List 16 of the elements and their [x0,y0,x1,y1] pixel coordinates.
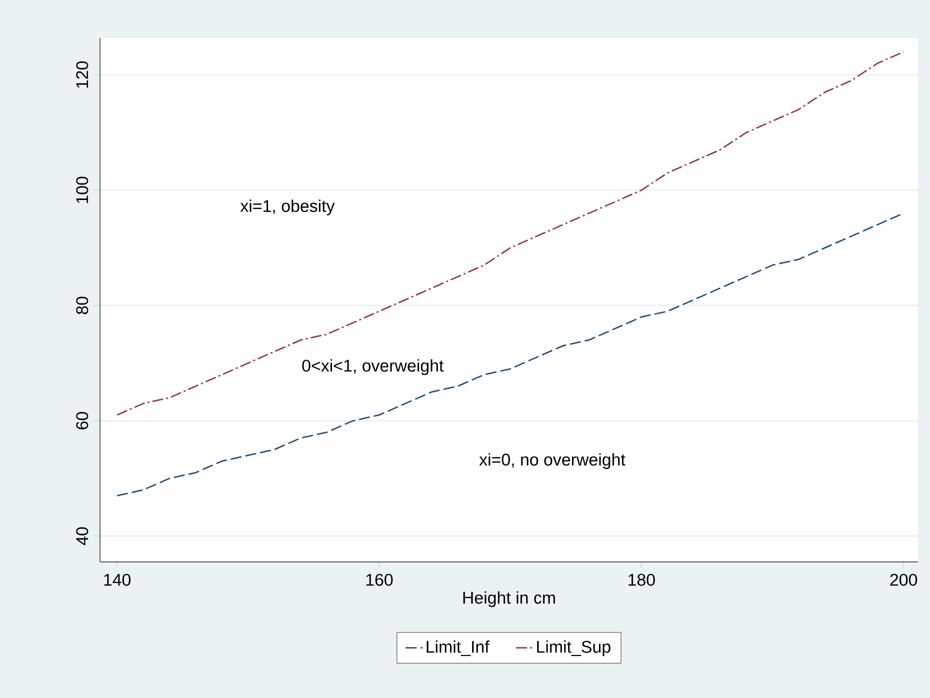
legend-label: Limit_Sup [537,640,610,656]
y-tick-label: 40 [76,527,88,546]
y-tick-label: 120 [76,61,88,88]
line-series [116,51,904,416]
annotation: xi=1, obesity [240,200,335,216]
y-tick-label: 80 [76,296,88,314]
legend-label: Limit_Inf [426,640,490,656]
annotation: xi=0, no overweight [479,453,626,469]
y-tick-label: 60 [76,412,88,430]
y-tick-label: 100 [76,176,88,204]
x-axis-title: Height in cm [463,591,555,608]
x-tick-label: 160 [366,574,393,586]
x-tick-label: 200 [890,574,918,586]
annotation: 0<xi<1, overweight [302,359,444,376]
x-tick-label: 180 [628,574,655,586]
x-tick-label: 140 [104,574,131,586]
